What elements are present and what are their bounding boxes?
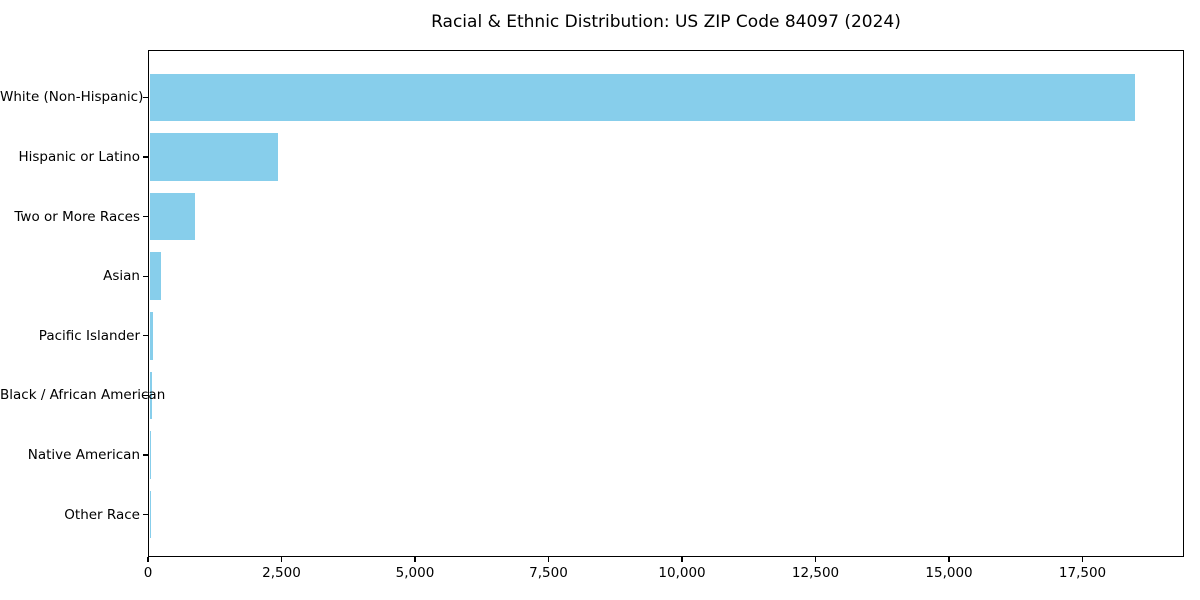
y-tick-label: Native American xyxy=(27,447,140,463)
plot-area xyxy=(148,50,1184,557)
y-tick-mark xyxy=(143,335,148,337)
bar xyxy=(149,371,152,420)
y-tick-label: Two or More Races xyxy=(14,208,140,225)
x-tick-mark xyxy=(948,557,950,562)
y-tick-mark xyxy=(143,275,148,277)
y-tick-label: Pacific Islander xyxy=(38,327,140,344)
y-tick-label: Asian xyxy=(103,268,140,285)
x-tick-mark xyxy=(414,557,416,562)
x-tick-label: 2,500 xyxy=(262,565,301,581)
bar xyxy=(149,73,1136,122)
x-tick-label: 10,000 xyxy=(658,565,706,581)
x-tick-label: 7,500 xyxy=(529,565,568,581)
x-tick-mark xyxy=(681,557,683,562)
bar xyxy=(149,133,279,181)
x-tick-mark xyxy=(280,557,283,562)
x-tick-label: 12,500 xyxy=(791,565,840,581)
bar xyxy=(149,431,152,479)
x-tick-mark xyxy=(1081,557,1084,562)
y-tick-label: Black / African American xyxy=(0,387,166,404)
y-tick-label: Hispanic or Latino xyxy=(18,149,140,165)
y-tick-mark xyxy=(143,514,148,516)
x-tick-mark xyxy=(147,557,149,562)
bar xyxy=(149,490,151,539)
bar xyxy=(149,252,162,300)
x-tick-label: 5,000 xyxy=(395,565,435,581)
x-tick-label: 15,000 xyxy=(925,565,973,581)
bar xyxy=(149,192,195,241)
y-tick-label: Other Race xyxy=(64,506,140,523)
x-tick-mark xyxy=(547,557,550,562)
chart-title: Racial & Ethnic Distribution: US ZIP Cod… xyxy=(431,12,901,32)
x-tick-label: 0 xyxy=(143,565,153,581)
y-tick-label: White (Non-Hispanic) xyxy=(0,89,144,106)
y-tick-mark xyxy=(143,156,148,158)
x-tick-mark xyxy=(814,557,817,562)
y-tick-mark xyxy=(143,96,148,98)
bar xyxy=(149,312,153,360)
y-tick-mark xyxy=(143,394,148,396)
x-tick-label: 17,500 xyxy=(1058,565,1107,581)
y-tick-mark xyxy=(143,454,148,456)
y-tick-mark xyxy=(143,216,148,218)
